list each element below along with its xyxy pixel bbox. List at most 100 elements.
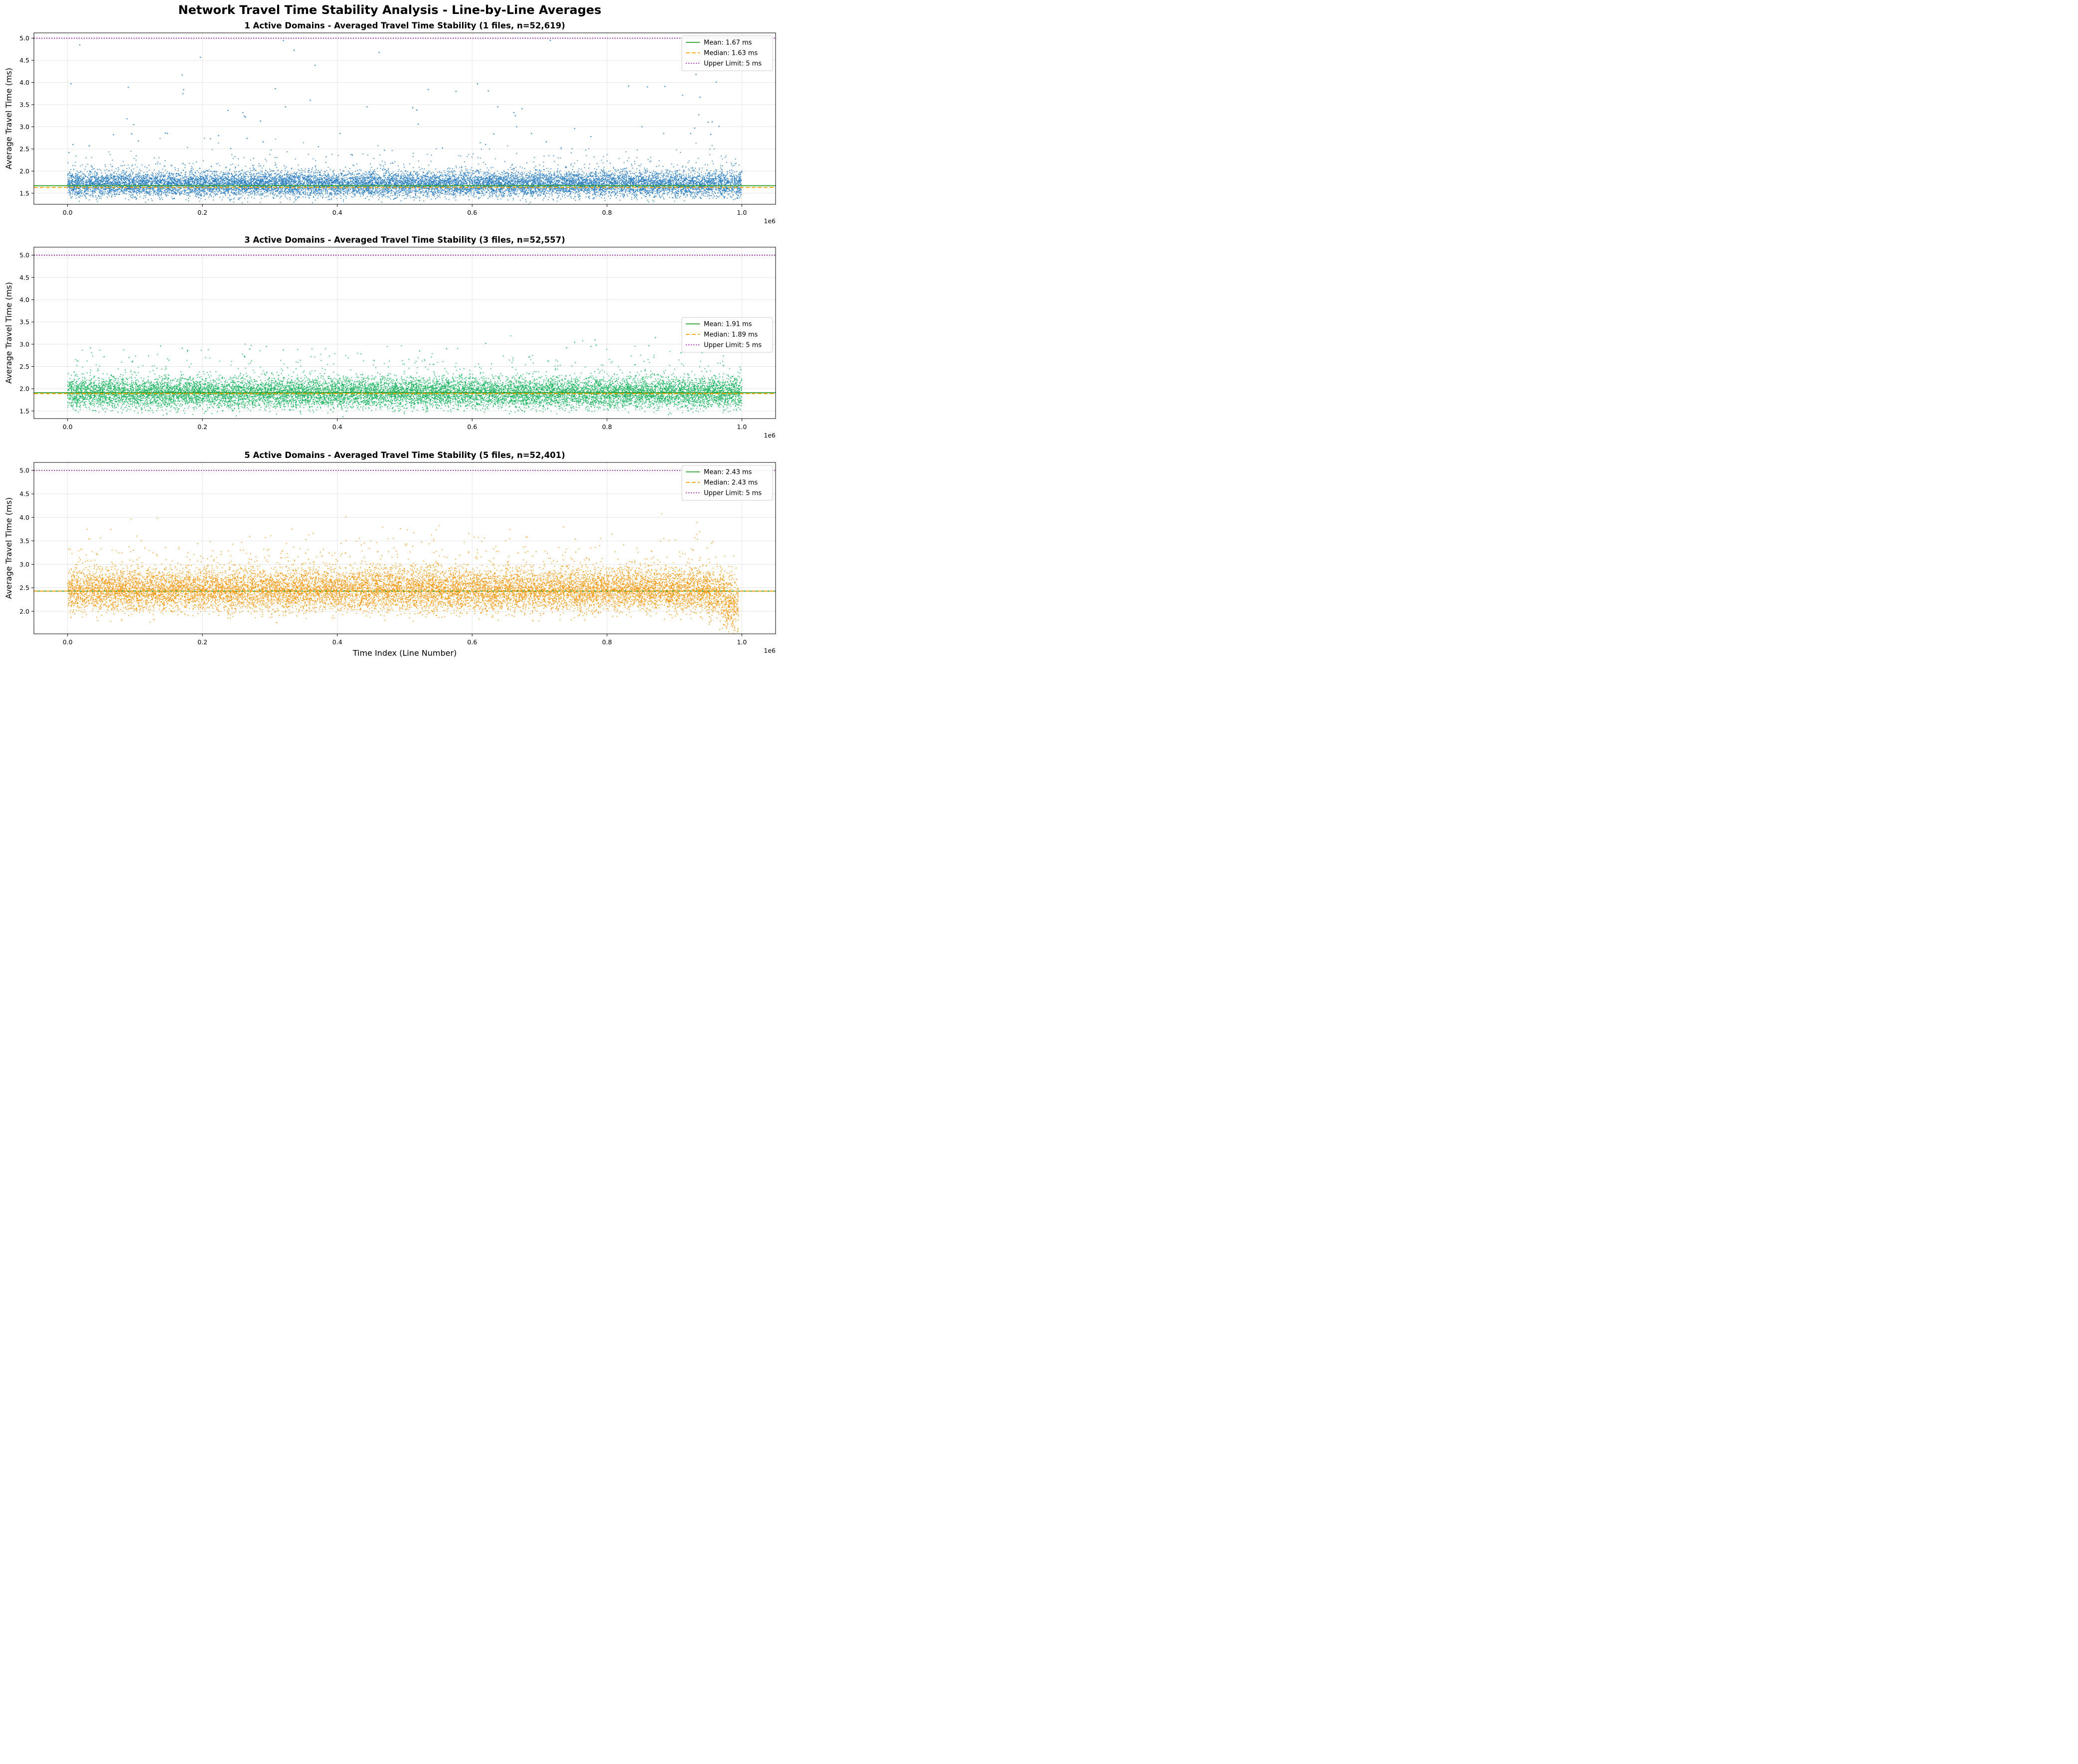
data-point xyxy=(627,172,628,173)
data-point xyxy=(274,177,276,178)
data-point xyxy=(625,151,627,152)
data-point xyxy=(535,165,537,167)
data-point xyxy=(253,197,255,199)
data-point xyxy=(735,193,737,194)
data-point xyxy=(214,172,215,174)
data-point xyxy=(397,165,399,166)
data-point xyxy=(248,195,250,196)
data-point xyxy=(269,168,271,170)
data-point xyxy=(210,176,212,177)
data-point xyxy=(559,181,561,182)
data-point xyxy=(312,188,313,189)
data-point xyxy=(117,170,119,172)
data-point xyxy=(167,177,169,178)
data-point xyxy=(163,175,165,177)
data-point xyxy=(137,194,138,196)
data-point xyxy=(540,174,542,175)
data-point xyxy=(284,165,285,166)
data-point xyxy=(305,196,307,198)
data-point xyxy=(741,170,743,172)
data-point xyxy=(665,189,666,191)
data-point xyxy=(470,169,472,170)
data-point xyxy=(327,192,328,193)
data-point xyxy=(229,194,230,196)
data-point xyxy=(239,191,241,193)
data-point xyxy=(668,178,670,179)
data-point xyxy=(498,180,500,182)
data-point xyxy=(665,176,667,178)
data-point xyxy=(543,169,544,170)
data-point xyxy=(619,178,621,179)
data-point xyxy=(361,192,363,193)
data-point xyxy=(78,196,79,198)
data-point xyxy=(666,180,667,181)
data-point xyxy=(345,192,347,194)
data-point xyxy=(422,191,424,193)
data-point xyxy=(436,180,438,181)
data-point xyxy=(84,174,86,175)
data-point xyxy=(162,172,164,173)
data-point xyxy=(326,170,327,171)
data-point xyxy=(349,190,350,192)
data-point xyxy=(600,171,601,173)
data-point xyxy=(274,173,275,174)
data-point xyxy=(614,186,615,187)
data-point xyxy=(667,192,668,193)
data-point xyxy=(471,192,472,194)
data-point xyxy=(111,191,112,192)
data-point xyxy=(498,194,500,196)
data-point xyxy=(298,164,299,166)
data-point xyxy=(412,156,414,157)
data-point xyxy=(240,197,242,198)
data-point xyxy=(302,187,303,188)
data-point xyxy=(689,175,691,176)
data-point xyxy=(380,167,381,169)
data-point xyxy=(366,175,368,177)
data-point xyxy=(171,198,173,199)
data-point xyxy=(521,175,522,177)
data-point xyxy=(680,174,682,175)
data-point xyxy=(293,201,295,203)
data-point xyxy=(685,175,687,176)
data-point xyxy=(709,183,710,184)
data-point xyxy=(124,183,125,184)
data-point xyxy=(727,177,728,179)
data-point xyxy=(368,199,370,200)
data-point xyxy=(125,174,126,175)
data-point xyxy=(313,174,314,176)
data-point xyxy=(196,196,197,197)
data-point xyxy=(736,197,738,199)
data-point xyxy=(122,193,124,194)
data-point xyxy=(71,196,73,198)
data-point xyxy=(630,170,631,172)
data-point xyxy=(275,164,276,166)
data-point xyxy=(715,173,717,174)
data-point xyxy=(123,161,124,162)
data-point xyxy=(127,190,128,191)
data-point xyxy=(279,179,281,180)
data-point xyxy=(624,162,625,163)
data-point xyxy=(624,170,626,172)
data-point xyxy=(425,188,427,189)
data-point xyxy=(589,192,591,194)
data-point xyxy=(658,160,660,161)
data-point xyxy=(302,176,304,177)
data-point xyxy=(480,171,482,172)
data-point xyxy=(436,178,438,179)
data-point xyxy=(585,175,587,176)
data-point xyxy=(149,169,150,171)
data-point xyxy=(145,174,146,175)
data-point xyxy=(75,155,77,156)
data-point xyxy=(482,178,484,180)
data-point xyxy=(234,170,235,172)
data-point xyxy=(148,191,149,192)
data-point xyxy=(291,177,292,178)
data-point xyxy=(160,177,161,178)
data-point xyxy=(606,174,607,175)
data-point xyxy=(460,172,462,174)
data-point xyxy=(75,188,76,190)
data-point xyxy=(614,190,616,191)
data-point xyxy=(112,159,113,161)
data-point xyxy=(264,192,266,193)
data-point xyxy=(154,157,155,158)
